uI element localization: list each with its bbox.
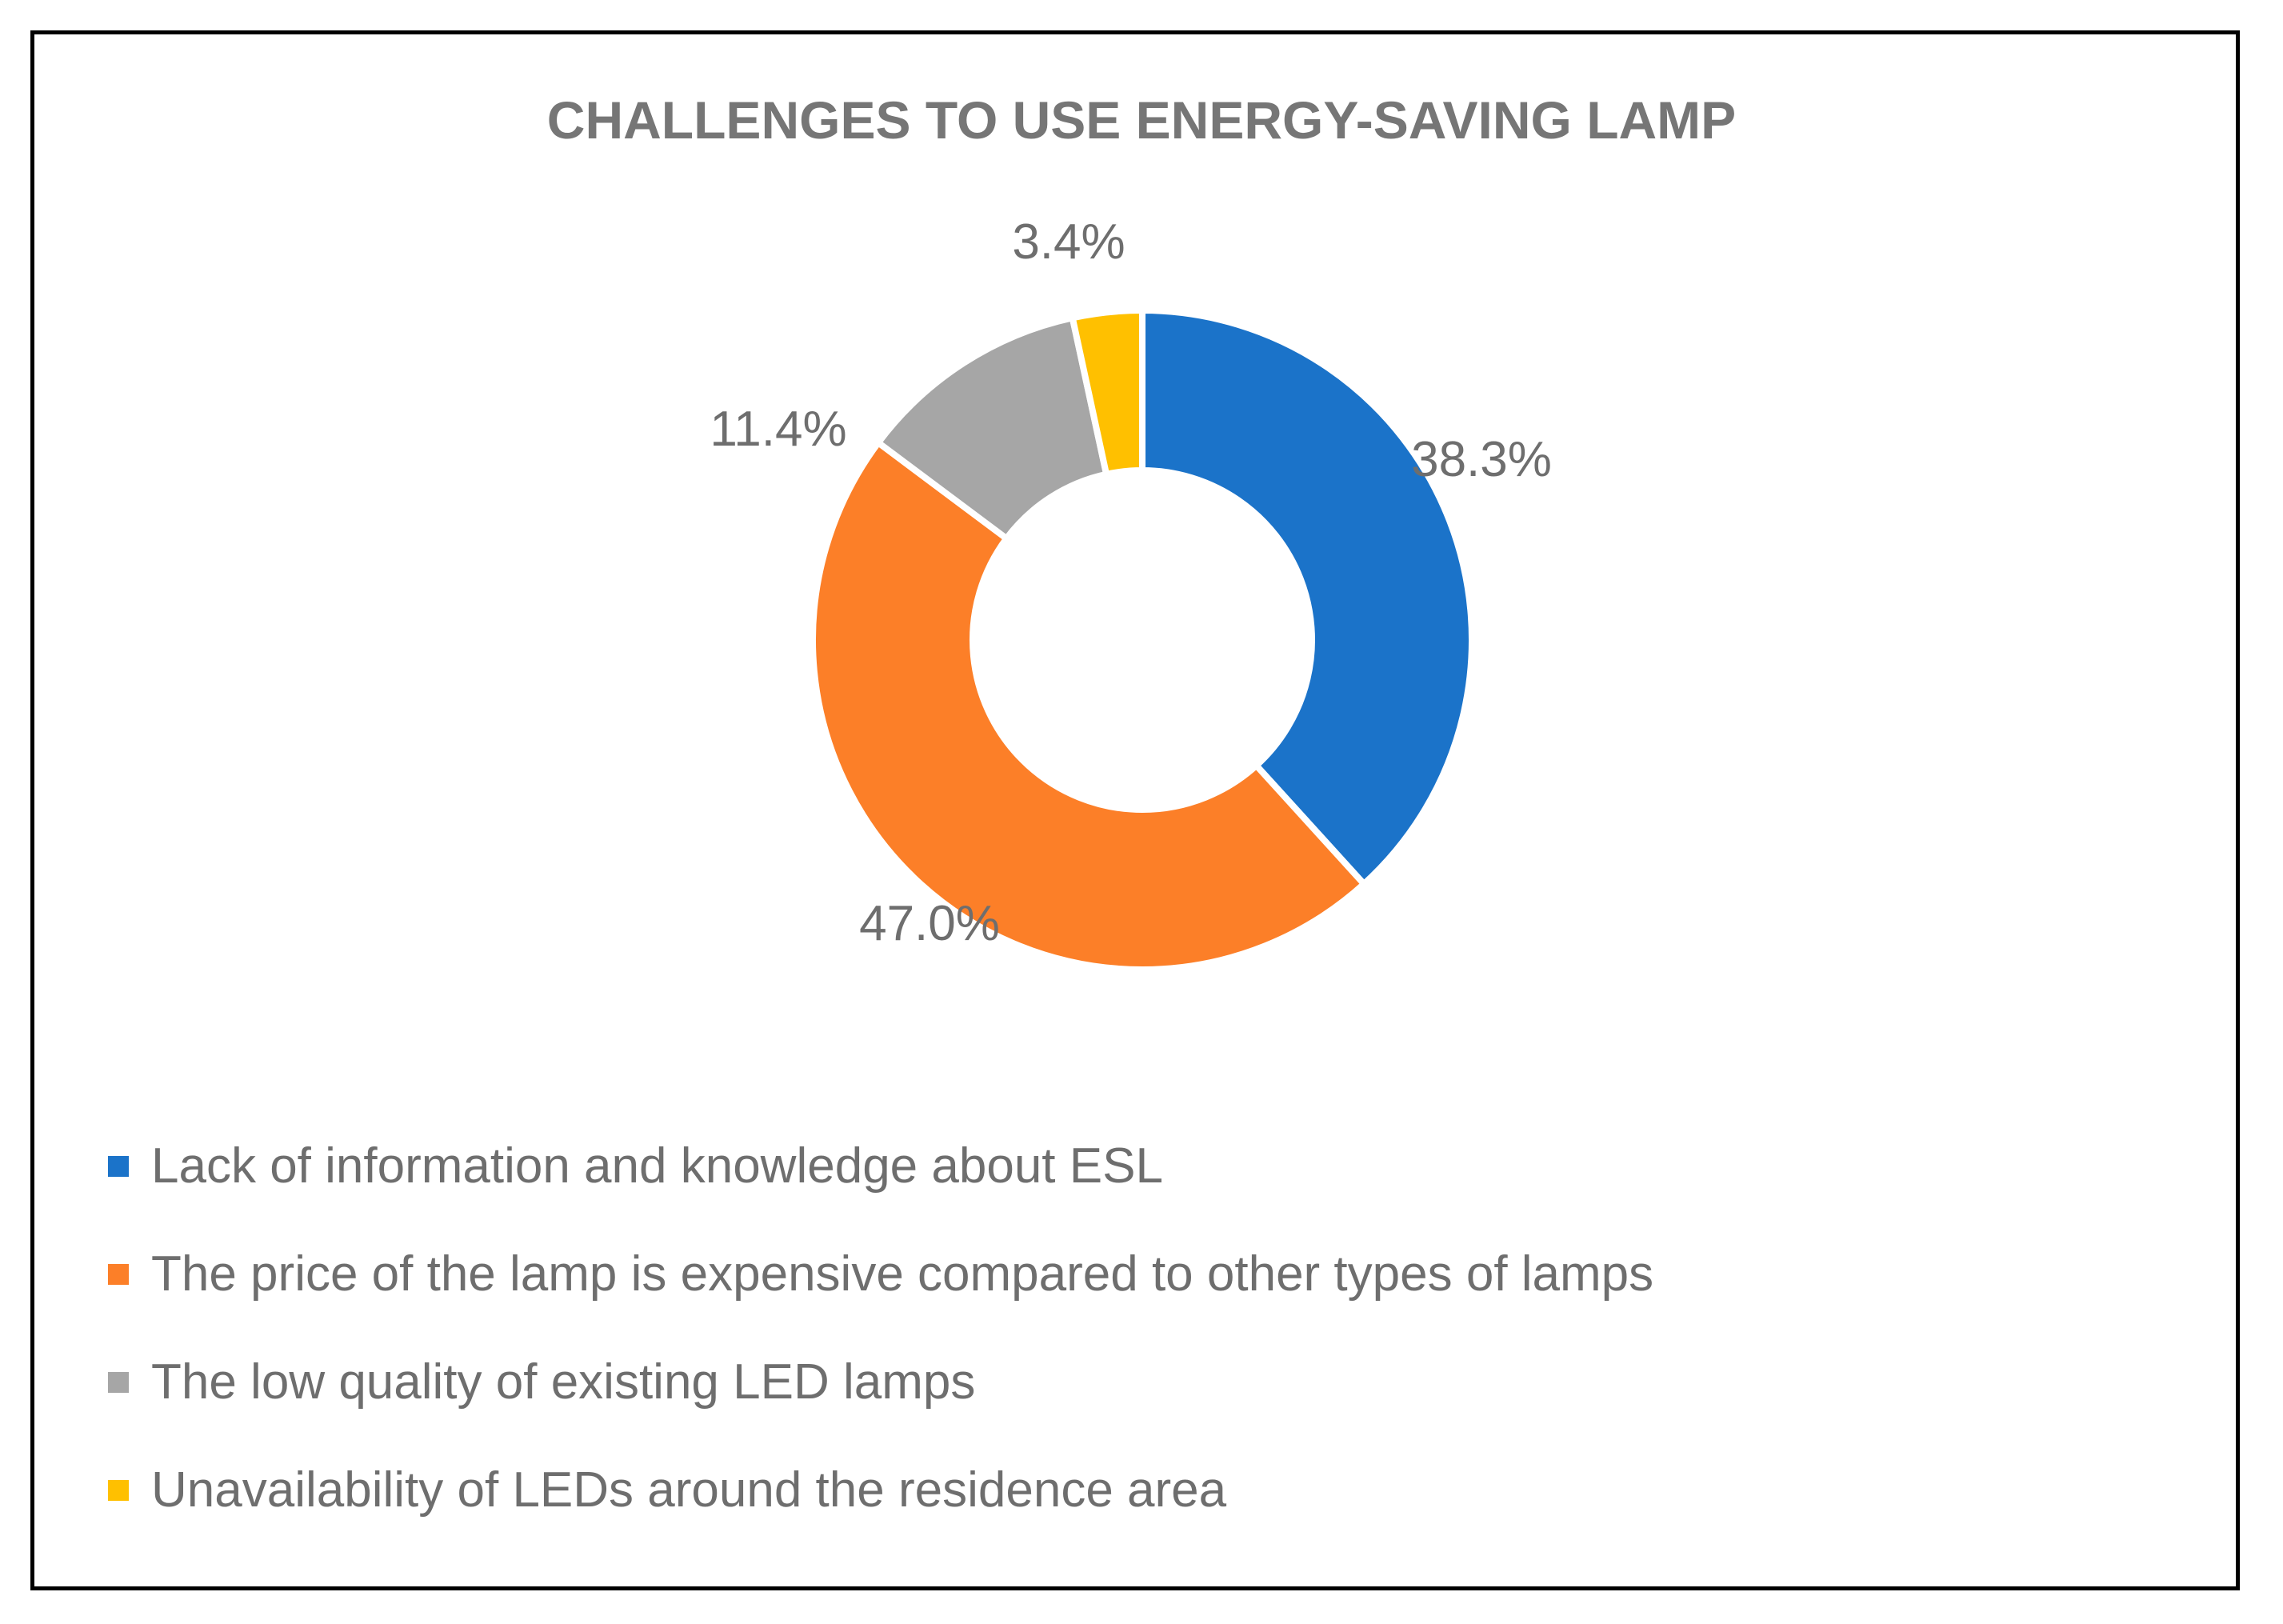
legend-swatch xyxy=(108,1155,129,1177)
legend-label: Lack of information and knowledge about … xyxy=(151,1138,1163,1194)
data-label: 3.4% xyxy=(1012,214,1125,270)
legend-swatch xyxy=(108,1371,129,1393)
data-label: 47.0% xyxy=(859,896,1000,951)
legend-label: The low quality of existing LED lamps xyxy=(151,1354,976,1410)
legend: Lack of information and knowledge about … xyxy=(108,1112,1653,1544)
data-label: 38.3% xyxy=(1411,432,1552,487)
legend-item: Unavailability of LEDs around the reside… xyxy=(108,1436,1653,1544)
legend-item: The low quality of existing LED lamps xyxy=(108,1328,1653,1436)
legend-swatch xyxy=(108,1479,129,1501)
legend-label: The price of the lamp is expensive compa… xyxy=(151,1246,1654,1302)
data-label: 11.4% xyxy=(710,402,846,457)
donut-slice xyxy=(1139,306,1475,889)
chart-title: CHALLENGES TO USE ENERGY-SAVING LAMP xyxy=(546,90,1737,150)
donut-slice xyxy=(810,438,1369,974)
donut-slice xyxy=(1068,306,1145,478)
donut-slice xyxy=(874,314,1110,543)
legend-label: Unavailability of LEDs around the reside… xyxy=(151,1462,1227,1518)
legend-swatch xyxy=(108,1263,129,1285)
legend-item: Lack of information and knowledge about … xyxy=(108,1112,1653,1220)
legend-item: The price of the lamp is expensive compa… xyxy=(108,1220,1653,1328)
